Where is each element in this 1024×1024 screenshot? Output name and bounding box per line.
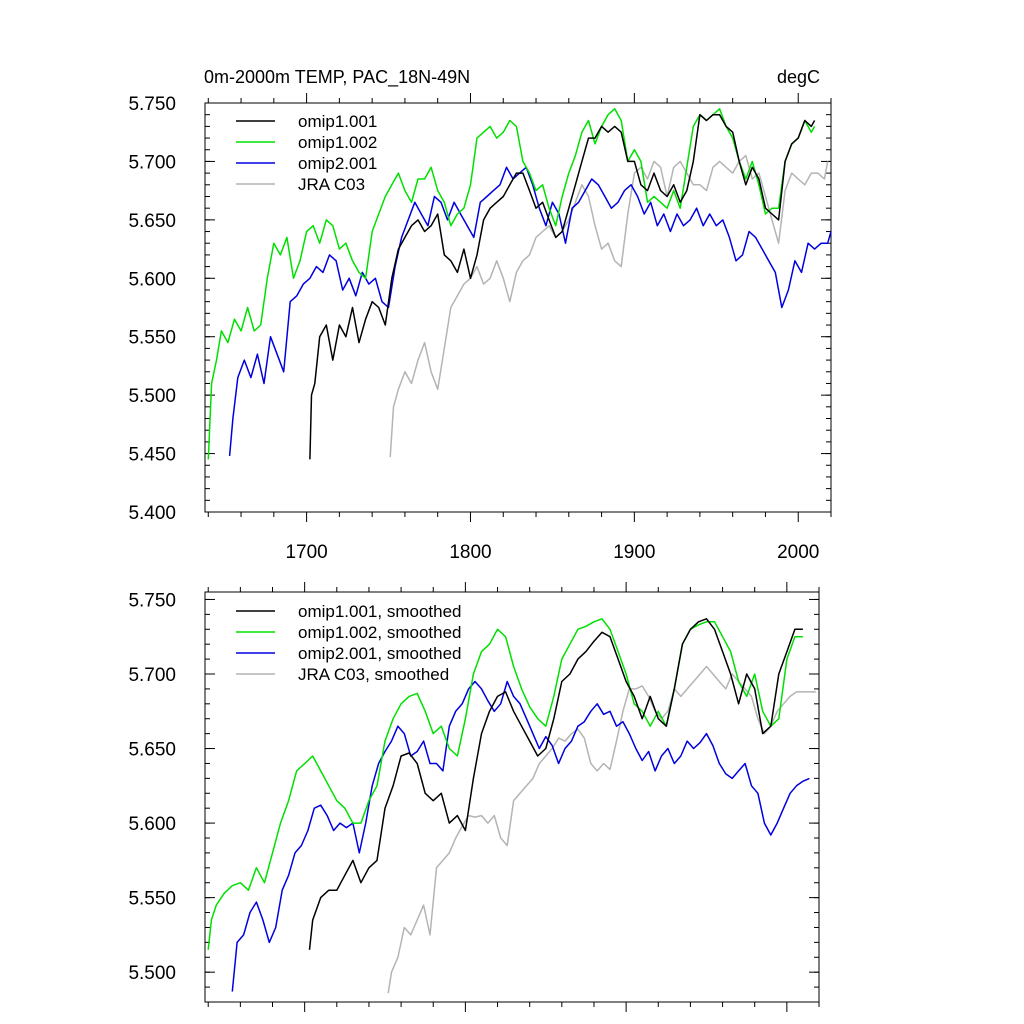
bottom-plot-frame bbox=[204, 591, 820, 1003]
y-tick-label: 5.450 bbox=[128, 445, 176, 466]
series-line-omip1-001 bbox=[309, 113, 816, 460]
y-tick-label: 5.550 bbox=[128, 328, 176, 349]
y-tick-label: 5.550 bbox=[128, 889, 176, 910]
chart-title: 0m-2000m TEMP, PAC_18N-49N bbox=[204, 67, 470, 88]
legend-label-omip1-001-smoothed: omip1.001, smoothed bbox=[298, 602, 462, 621]
y-tick-label: 5.650 bbox=[128, 740, 176, 761]
series-line-omip2-001-smoothed bbox=[231, 680, 810, 992]
y-tick-label: 5.400 bbox=[128, 503, 176, 524]
legend-label-jra-c03: JRA C03 bbox=[298, 175, 365, 194]
legend-label-omip1-002-smoothed: omip1.002, smoothed bbox=[298, 623, 462, 642]
top-plot-frame bbox=[204, 102, 832, 513]
x-tick-label: 2000 bbox=[777, 542, 819, 563]
y-tick-label: 5.700 bbox=[128, 152, 176, 173]
x-tick-label: 1900 bbox=[613, 542, 655, 563]
y-tick-label: 5.600 bbox=[128, 269, 176, 290]
series-line-jra-c03-smoothed bbox=[387, 665, 816, 994]
y-tick-label: 5.750 bbox=[128, 590, 176, 611]
units-label: degC bbox=[777, 67, 820, 87]
y-tick-label: 5.500 bbox=[128, 963, 176, 984]
legend-label-omip2-001-smoothed: omip2.001, smoothed bbox=[298, 644, 462, 663]
x-tick-label: 1700 bbox=[285, 542, 327, 563]
series-line-omip2-001 bbox=[228, 166, 832, 456]
legend-label-jra-c03-smoothed: JRA C03, smoothed bbox=[298, 665, 449, 684]
legend-label-omip2-001: omip2.001 bbox=[298, 154, 377, 173]
y-tick-label: 5.500 bbox=[128, 386, 176, 407]
y-tick-label: 5.600 bbox=[128, 814, 176, 835]
y-tick-label: 5.700 bbox=[128, 665, 176, 686]
bottom-panel: 5.500 5.550 5.600 5.650 5.700 5.750 omip1.001… bbox=[128, 582, 820, 1012]
x-tick-label: 1800 bbox=[449, 542, 491, 563]
series-line-omip1-001-smoothed bbox=[308, 618, 803, 950]
y-tick-label: 5.750 bbox=[128, 94, 176, 115]
legend-label-omip1-002: omip1.002 bbox=[298, 133, 377, 152]
top-panel: 5.400 5.450 5.500 5.550 5.600 5.650 5.700 5.750… bbox=[128, 93, 832, 563]
y-tick-label: 5.650 bbox=[128, 211, 176, 232]
legend-label-omip1-001: omip1.001 bbox=[298, 112, 377, 131]
series-line-omip1-002 bbox=[207, 108, 816, 460]
series-line-omip1-002-smoothed bbox=[207, 618, 803, 950]
